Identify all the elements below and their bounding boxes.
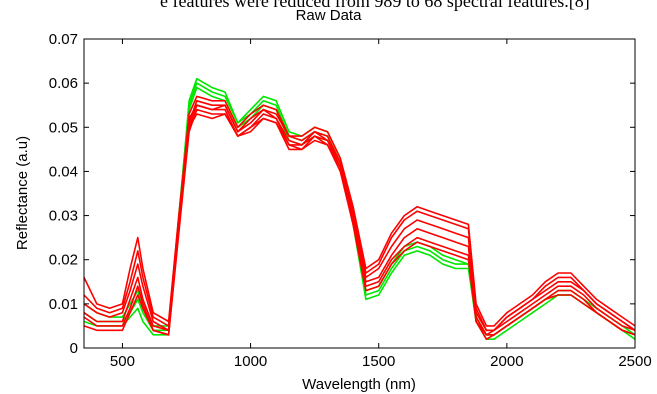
x-axis-label: Wavelength (nm) — [302, 376, 416, 393]
y-tick-label: 0 — [70, 340, 78, 357]
y-axis: 0 0.01 0.02 0.03 0.04 0.05 0.06 0.07 — [49, 31, 635, 357]
caption-fragment: e features were reduced from 989 to 68 s… — [160, 0, 590, 11]
y-tick-label: 0.01 — [49, 296, 78, 313]
series-layer — [83, 77, 636, 340]
series-line-8 — [83, 95, 636, 332]
y-tick-label: 0.02 — [49, 252, 78, 269]
x-tick-label: 2000 — [490, 353, 523, 370]
y-tick-label: 0.05 — [49, 119, 78, 136]
series-line-6 — [83, 100, 636, 336]
x-tick-label: 1500 — [362, 353, 395, 370]
y-tick-label: 0.03 — [49, 208, 78, 225]
y-axis-label: Reflectance (a.u) — [14, 136, 31, 250]
x-tick-label: 500 — [110, 353, 135, 370]
series-line-4 — [83, 104, 636, 327]
plot-frame — [83, 38, 636, 349]
y-tick-label: 0.06 — [49, 75, 78, 92]
x-tick-label: 1000 — [234, 353, 267, 370]
chart-title: Raw Data — [295, 7, 362, 24]
y-tick-label: 0.07 — [49, 31, 78, 48]
x-axis: 500 1000 1500 2000 2500 — [110, 39, 652, 370]
y-tick-label: 0.04 — [49, 163, 78, 180]
x-tick-label: 2500 — [618, 353, 651, 370]
series-line-5 — [83, 113, 636, 332]
plot-area — [84, 39, 635, 348]
series-line-9 — [83, 104, 636, 340]
